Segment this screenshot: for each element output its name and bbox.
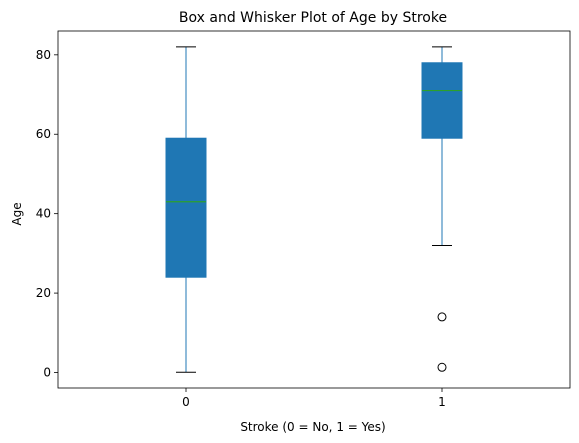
y-tick-label: 20 [36,286,51,300]
iqr-box [422,63,462,138]
x-tick-label: 1 [438,395,446,409]
y-tick-label: 0 [43,366,51,380]
y-tick-label: 40 [36,207,51,221]
outlier-point [438,363,446,371]
x-axis-title: Stroke (0 = No, 1 = Yes) [240,420,385,434]
box-group-1 [422,47,462,371]
x-tick-label: 0 [182,395,190,409]
y-tick-label: 80 [36,48,51,62]
iqr-box [166,138,206,277]
box-group-0 [166,47,206,372]
y-tick-label: 60 [36,127,51,141]
y-axis-title: Age [10,202,24,225]
plot-area [166,47,462,372]
chart-title: Box and Whisker Plot of Age by Stroke [179,10,447,26]
plot-frame [58,31,570,388]
outlier-point [438,313,446,321]
